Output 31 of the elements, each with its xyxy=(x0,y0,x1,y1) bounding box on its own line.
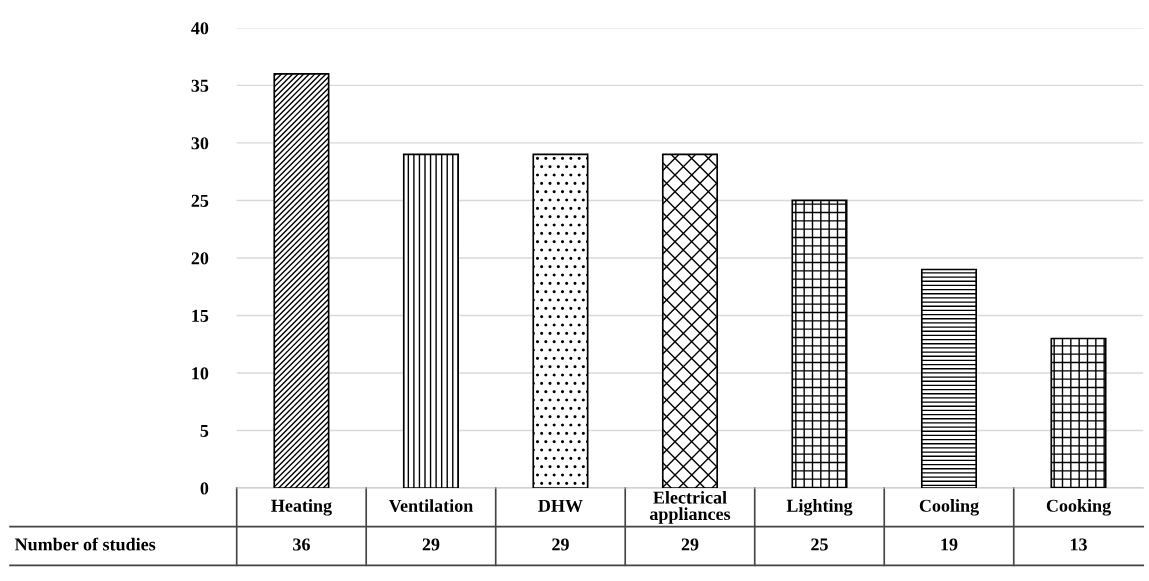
bar xyxy=(1050,337,1107,489)
y-tick-label: 10 xyxy=(192,367,209,380)
data-label: 13 xyxy=(1070,538,1087,551)
bar xyxy=(920,268,978,489)
x-tick-label: Electrical appliances xyxy=(649,490,731,524)
x-tick-label: Heating xyxy=(271,499,332,516)
bar xyxy=(661,153,719,489)
data-label: 29 xyxy=(552,538,569,551)
y-tick-label: 0 xyxy=(200,482,209,495)
data-label: 29 xyxy=(422,538,440,551)
y-tick-label: 15 xyxy=(192,309,209,322)
x-tick-label: Lighting xyxy=(786,499,853,516)
x-tick-label: Cooking xyxy=(1046,499,1111,516)
x-tick-label: Ventilation xyxy=(388,499,473,512)
y-tick-label: 35 xyxy=(191,79,209,92)
y-tick-label: 20 xyxy=(191,252,209,265)
data-label: 29 xyxy=(681,538,699,551)
y-tick-label: 30 xyxy=(191,137,209,150)
data-label: 19 xyxy=(941,538,958,551)
bar xyxy=(532,153,589,489)
y-tick-label: 40 xyxy=(191,22,209,35)
text: Number of studies xyxy=(14,537,156,551)
bar xyxy=(791,199,848,489)
data-label: 36 xyxy=(293,538,310,551)
x-tick-label: Cooling xyxy=(919,499,979,516)
y-tick-label: 5 xyxy=(200,424,209,437)
data-label: 25 xyxy=(811,538,828,551)
x-tick-label: DHW xyxy=(538,499,583,512)
bar xyxy=(273,73,330,489)
bar xyxy=(402,153,459,489)
y-tick-label: 25 xyxy=(191,194,209,207)
